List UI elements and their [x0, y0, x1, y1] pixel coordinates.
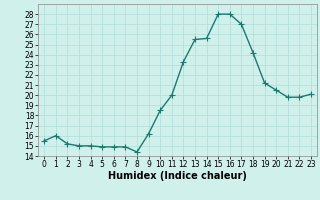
X-axis label: Humidex (Indice chaleur): Humidex (Indice chaleur) — [108, 171, 247, 181]
